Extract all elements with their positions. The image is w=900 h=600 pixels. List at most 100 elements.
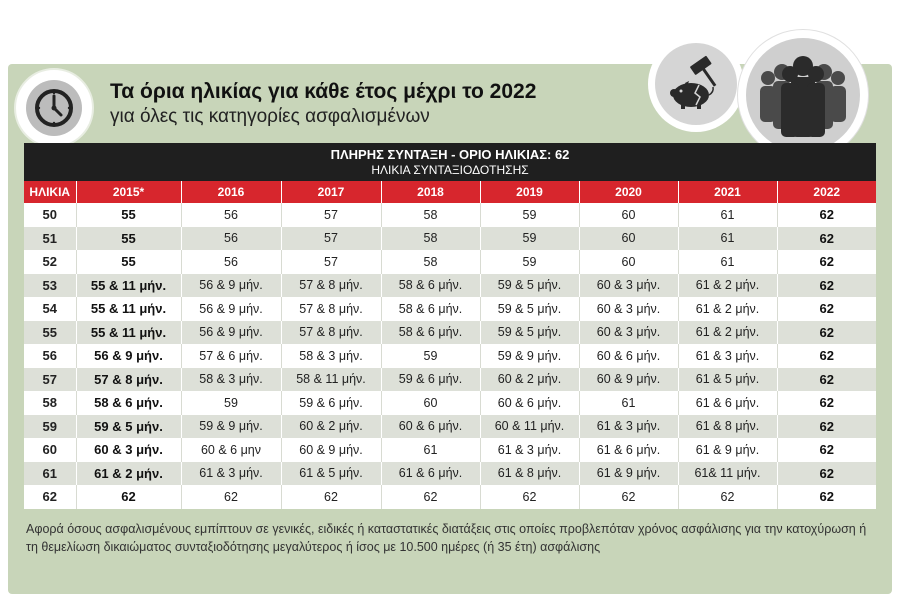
year-cell: 58 <box>380 226 480 250</box>
year-cell: 61 & 6 μήν. <box>677 391 777 415</box>
year-cell: 59 <box>479 203 579 227</box>
column-header: 2017 <box>280 181 381 203</box>
year-cell: 56 <box>180 203 281 227</box>
year-cell: 60 & 2 μήν. <box>280 414 381 438</box>
clock-icon-badge <box>14 68 94 148</box>
year-cell: 56 & 9 μήν. <box>180 297 281 321</box>
year-cell: 60 & 6 μήν. <box>479 391 579 415</box>
year-cell: 58 & 6 μήν. <box>75 391 181 415</box>
year-cell: 62 <box>776 438 876 462</box>
page-title: Τα όρια ηλικίας για κάθε έτος μέχρι το 2… <box>110 80 537 103</box>
year-cell: 62 <box>776 226 876 250</box>
year-cell: 62 <box>677 485 777 509</box>
year-cell: 56 & 9 μήν. <box>180 320 281 344</box>
age-cell: 61 <box>24 461 76 485</box>
piggy-bank-hammer-icon <box>655 43 737 125</box>
year-cell: 59 & 6 μήν. <box>380 367 480 391</box>
table-header-row: ΗΛΙΚΙΑ 2015* 2016 2017 2018 2019 2020 20… <box>24 181 876 203</box>
table-row: 52 55 56 57 58 59 60 61 62 <box>24 250 876 274</box>
age-cell: 51 <box>24 226 76 250</box>
piggy-bank-badge <box>648 36 744 132</box>
year-cell: 57 & 8 μήν. <box>280 297 381 321</box>
year-cell: 57 <box>280 250 381 274</box>
year-cell: 62 <box>776 320 876 344</box>
year-cell: 61 <box>677 203 777 227</box>
year-cell: 57 <box>280 203 381 227</box>
age-cell: 59 <box>24 414 76 438</box>
year-cell: 60 & 9 μήν. <box>578 367 678 391</box>
table-row: 59 59 & 5 μήν. 59 & 9 μήν. 60 & 2 μήν. 60 & … <box>24 414 876 438</box>
year-cell: 62 <box>380 485 480 509</box>
year-cell: 62 <box>776 461 876 485</box>
year-cell: 59 <box>479 250 579 274</box>
year-cell: 61 & 3 μήν. <box>180 461 281 485</box>
year-cell: 60 & 3 μήν. <box>578 320 678 344</box>
year-cell: 58 & 11 μήν. <box>280 367 381 391</box>
table-row: 55 55 & 11 μήν. 56 & 9 μήν. 57 & 8 μήν. 58 &… <box>24 320 876 344</box>
column-header: 2018 <box>380 181 480 203</box>
year-cell: 60 <box>380 391 480 415</box>
footnote: Αφορά όσους ασφαλισμένους εμπίπτουν σε γ… <box>26 522 867 554</box>
year-cell: 61 & 8 μήν. <box>677 414 777 438</box>
banner-line-1: ΠΛΗΡΗΣ ΣΥΝΤΑΞΗ - ΟΡΙΟ ΗΛΙΚΙΑΣ: 62 <box>24 147 876 162</box>
year-cell: 62 <box>180 485 281 509</box>
year-cell: 62 <box>776 250 876 274</box>
year-cell: 55 <box>75 203 181 227</box>
people-badge <box>738 30 868 160</box>
year-cell: 61 & 2 μήν. <box>677 273 777 297</box>
year-cell: 55 <box>75 226 181 250</box>
column-header: 2022 <box>776 181 876 203</box>
year-cell: 60 & 6 μήν. <box>380 414 480 438</box>
year-cell: 57 & 8 μήν. <box>75 367 181 391</box>
year-cell: 59 & 5 μήν. <box>479 297 579 321</box>
age-cell: 52 <box>24 250 76 274</box>
year-cell: 59 & 6 μήν. <box>280 391 381 415</box>
table-row: 56 56 & 9 μήν. 57 & 6 μήν. 58 & 3 μήν. 59 59 … <box>24 344 876 368</box>
year-cell: 59 <box>479 226 579 250</box>
year-cell: 58 <box>380 250 480 274</box>
year-cell: 60 & 3 μήν. <box>578 273 678 297</box>
year-cell: 61 & 2 μήν. <box>677 320 777 344</box>
age-cell: 53 <box>24 273 76 297</box>
year-cell: 61 & 3 μήν. <box>479 438 579 462</box>
year-cell: 62 <box>776 391 876 415</box>
year-cell: 61& 11 μήν. <box>677 461 777 485</box>
year-cell: 62 <box>479 485 579 509</box>
banner-age-limit: - ΟΡΙΟ ΗΛΙΚΙΑΣ: 62 <box>447 147 570 162</box>
year-cell: 61 & 5 μήν. <box>280 461 381 485</box>
year-cell: 59 & 5 μήν. <box>479 320 579 344</box>
year-cell: 60 & 3 μήν. <box>578 297 678 321</box>
year-cell: 62 <box>776 297 876 321</box>
age-cell: 57 <box>24 367 76 391</box>
year-cell: 61 <box>380 438 480 462</box>
table-row: 60 60 & 3 μήν. 60 & 6 μην 60 & 9 μήν. 61 61 &… <box>24 438 876 462</box>
year-cell: 60 & 6 μην <box>180 438 281 462</box>
year-cell: 58 <box>380 203 480 227</box>
table-row: 62 62 62 62 62 62 62 62 62 <box>24 485 876 509</box>
year-cell: 59 <box>380 344 480 368</box>
year-cell: 61 <box>578 391 678 415</box>
column-header: 2015* <box>75 181 181 203</box>
column-header: 2021 <box>677 181 777 203</box>
age-cell: 62 <box>24 485 76 509</box>
year-cell: 62 <box>776 367 876 391</box>
age-cell: 60 <box>24 438 76 462</box>
year-cell: 61 & 5 μήν. <box>677 367 777 391</box>
column-header: 2016 <box>180 181 281 203</box>
year-cell: 62 <box>75 485 181 509</box>
year-cell: 59 & 9 μήν. <box>180 414 281 438</box>
year-cell: 60 & 3 μήν. <box>75 438 181 462</box>
year-cell: 62 <box>776 414 876 438</box>
year-cell: 60 <box>578 203 678 227</box>
year-cell: 59 & 5 μήν. <box>75 414 181 438</box>
year-cell: 61 <box>677 250 777 274</box>
age-cell: 50 <box>24 203 76 227</box>
year-cell: 61 & 6 μήν. <box>380 461 480 485</box>
year-cell: 58 & 6 μήν. <box>380 320 480 344</box>
year-cell: 58 & 6 μήν. <box>380 297 480 321</box>
year-cell: 60 & 9 μήν. <box>280 438 381 462</box>
year-cell: 56 <box>180 250 281 274</box>
year-cell: 62 <box>578 485 678 509</box>
year-cell: 56 & 9 μήν. <box>180 273 281 297</box>
year-cell: 58 & 3 μήν. <box>280 344 381 368</box>
